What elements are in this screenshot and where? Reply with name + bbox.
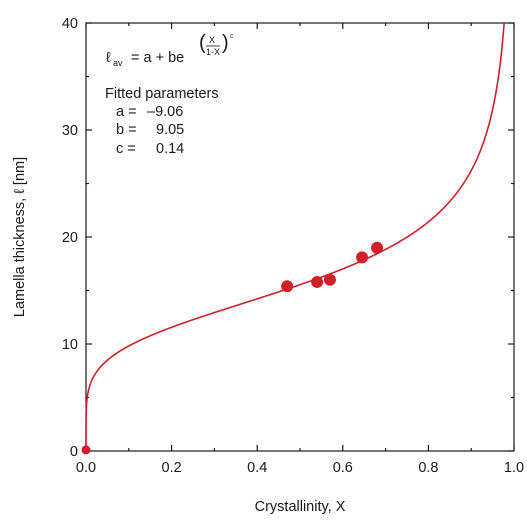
equation-paren-right: ) <box>222 32 229 54</box>
equation-body: = a + be <box>131 50 184 66</box>
y-axis-title: Lamella thickness, ℓ [nm] <box>12 157 28 317</box>
param-a-label: a = <box>116 104 137 120</box>
data-point <box>323 273 336 286</box>
x-tick-label: 0.6 <box>333 460 353 476</box>
data-point <box>371 241 384 254</box>
y-tick-label: 10 <box>62 337 78 353</box>
data-point <box>81 445 91 455</box>
param-c-value: 0.14 <box>156 141 184 157</box>
equation-paren-left: ( <box>199 32 206 54</box>
x-tick-label: 0.4 <box>247 460 267 476</box>
param-b-label: b = <box>116 122 137 138</box>
y-tick-label: 40 <box>62 16 78 32</box>
fit-curve <box>85 22 505 452</box>
data-point <box>311 275 324 288</box>
y-tick-label: 20 <box>62 230 78 246</box>
data-point <box>356 251 369 264</box>
axis-tick-labels: 0.0 0.2 0.4 0.6 0.8 1.0 0 10 20 30 40 <box>62 16 524 476</box>
param-a-value: –9.06 <box>147 104 183 120</box>
data-point <box>281 280 294 293</box>
equation-lhs-symbol: ℓ <box>106 50 111 66</box>
axis-ticks <box>85 22 515 452</box>
equation-exp-power: c <box>230 33 234 40</box>
x-tick-label: 0.8 <box>418 460 438 476</box>
equation-lhs-subscript: av <box>113 58 123 68</box>
data-points <box>81 241 384 455</box>
fitted-parameters-heading: Fitted parameters <box>105 86 219 102</box>
x-tick-label: 0.0 <box>76 460 96 476</box>
param-b-value: 9.05 <box>156 122 184 138</box>
equation-exp-denominator: 1-X <box>206 47 220 57</box>
y-tick-label: 30 <box>62 123 78 139</box>
equation-exp-numerator: X <box>209 35 215 45</box>
x-tick-label: 0.2 <box>162 460 182 476</box>
x-tick-label: 1.0 <box>504 460 524 476</box>
equation-annotation: ℓ av = a + be ( X 1-X ) c Fitted paramet… <box>105 32 234 157</box>
y-tick-label: 0 <box>70 444 78 460</box>
param-c-label: c = <box>116 141 136 157</box>
x-axis-title: Crystallinity, X <box>255 499 346 515</box>
